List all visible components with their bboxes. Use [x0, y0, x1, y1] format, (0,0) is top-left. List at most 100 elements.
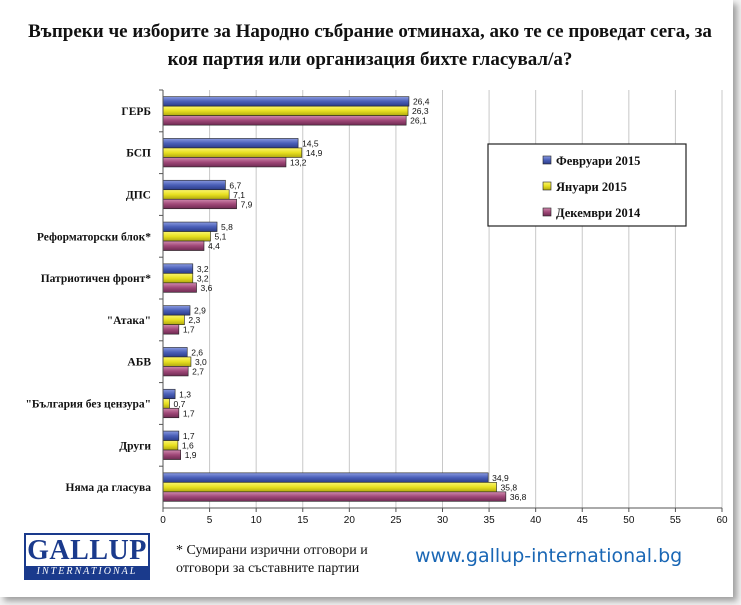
value-label: 14,5	[302, 138, 319, 148]
bar	[162, 449, 182, 460]
value-label: 34,9	[492, 473, 509, 483]
bar	[162, 115, 407, 126]
x-tick-label: 45	[577, 515, 589, 526]
category-label: ДПС	[126, 190, 151, 202]
bar	[162, 231, 211, 242]
bar	[162, 240, 205, 251]
bar	[162, 388, 176, 400]
legend-label: Декември 2014	[556, 206, 641, 220]
x-tick-label: 20	[344, 515, 356, 526]
value-label: 14,9	[306, 148, 323, 158]
category-label: АБВ	[127, 357, 151, 369]
bar	[162, 398, 170, 409]
value-label: 3,0	[195, 357, 207, 367]
category-label: ГЕРБ	[121, 106, 151, 118]
bar	[162, 324, 180, 335]
x-tick-label: 25	[390, 515, 402, 526]
value-label: 1,3	[179, 389, 191, 399]
x-tick-label: 0	[160, 515, 166, 526]
bar	[162, 356, 192, 367]
value-label: 5,8	[221, 222, 233, 232]
bar	[162, 263, 194, 274]
category-label: "България без цензура"	[26, 399, 151, 411]
bar	[162, 491, 507, 502]
x-tick-label: 40	[530, 515, 542, 526]
x-tick-label: 55	[670, 515, 682, 526]
value-label: 3,2	[197, 264, 209, 274]
value-label: 4,4	[208, 241, 220, 251]
footnote: * Сумирани изрични отговори и отговори з…	[176, 543, 368, 576]
category-label: Няма да гласува	[66, 482, 152, 494]
logo-sub-text: INTERNATIONAL	[26, 566, 148, 578]
bar	[162, 138, 299, 149]
bar	[162, 221, 218, 232]
gallup-logo: GALLUP INTERNATIONAL	[24, 533, 150, 580]
value-label: 1,7	[183, 325, 195, 335]
value-label: 13,2	[290, 157, 307, 167]
value-label: 1,7	[183, 408, 195, 418]
bar	[162, 430, 180, 441]
bar	[162, 407, 180, 419]
value-label: 2,3	[188, 315, 200, 325]
value-label: 7,1	[233, 190, 245, 200]
value-label: 2,7	[192, 366, 204, 376]
x-tick-label: 5	[207, 515, 213, 526]
x-tick-label: 15	[297, 515, 309, 526]
value-label: 1,7	[183, 431, 195, 441]
bar	[162, 366, 189, 377]
legend-box	[487, 143, 687, 227]
x-tick-label: 30	[437, 515, 449, 526]
bar	[162, 198, 237, 210]
category-label: Реформаторски блок*	[37, 231, 151, 243]
bar	[162, 157, 287, 168]
chart-title: Въпреки че изборите за Народно събрание …	[28, 21, 712, 70]
bar	[162, 347, 188, 358]
bar	[162, 96, 410, 107]
value-label: 35,8	[501, 482, 518, 492]
value-label: 5,1	[215, 232, 227, 242]
value-labels: 26,426,326,1 14,514,913,2 6,77,17,9 5,85,14…	[174, 97, 527, 502]
category-label: Други	[119, 440, 151, 452]
bar	[162, 472, 489, 483]
bar	[162, 282, 197, 293]
value-label: 1,9	[185, 450, 197, 460]
value-label: 36,8	[510, 492, 527, 502]
axes: 0 5 10 15 20 25 30 35 40 45 50 55 60 ГЕРБ БСП ДПС Реформ…	[26, 89, 728, 526]
x-tick-label: 10	[251, 515, 263, 526]
x-tick-label: 50	[623, 515, 635, 526]
legend-swatch	[542, 155, 552, 165]
bar	[162, 305, 191, 316]
bar	[162, 147, 303, 158]
value-label: 1,6	[182, 441, 194, 451]
legend: Февруари 2015 Януари 2015 Декември 2014	[487, 143, 687, 227]
bar	[162, 189, 230, 200]
value-label: 7,9	[241, 199, 253, 209]
value-label: 0,7	[174, 399, 186, 409]
bar	[162, 105, 409, 116]
bar	[162, 482, 497, 493]
value-label: 26,1	[410, 116, 427, 126]
category-label: БСП	[126, 148, 151, 160]
value-label: 2,9	[194, 306, 206, 316]
category-label: "Атака"	[107, 315, 151, 327]
bar	[162, 273, 194, 284]
value-label: 3,2	[197, 273, 209, 283]
bar	[162, 440, 179, 451]
value-label: 26,4	[413, 97, 430, 107]
value-label: 6,7	[229, 180, 241, 190]
value-label: 2,6	[191, 347, 203, 357]
legend-label: Февруари 2015	[556, 154, 640, 168]
legend-swatch	[542, 207, 552, 217]
legend-label: Януари 2015	[556, 180, 627, 194]
logo-main-text: GALLUP	[27, 535, 147, 566]
x-tick-label: 60	[716, 515, 728, 526]
website-link[interactable]: www.gallup-international.bg	[415, 545, 683, 567]
category-label: Патриотичен фронт*	[41, 273, 152, 285]
x-tick-label: 35	[484, 515, 496, 526]
bar	[162, 314, 185, 325]
bar	[162, 179, 226, 191]
value-label: 3,6	[201, 283, 213, 293]
legend-swatch	[542, 181, 552, 191]
value-label: 26,3	[412, 106, 429, 116]
